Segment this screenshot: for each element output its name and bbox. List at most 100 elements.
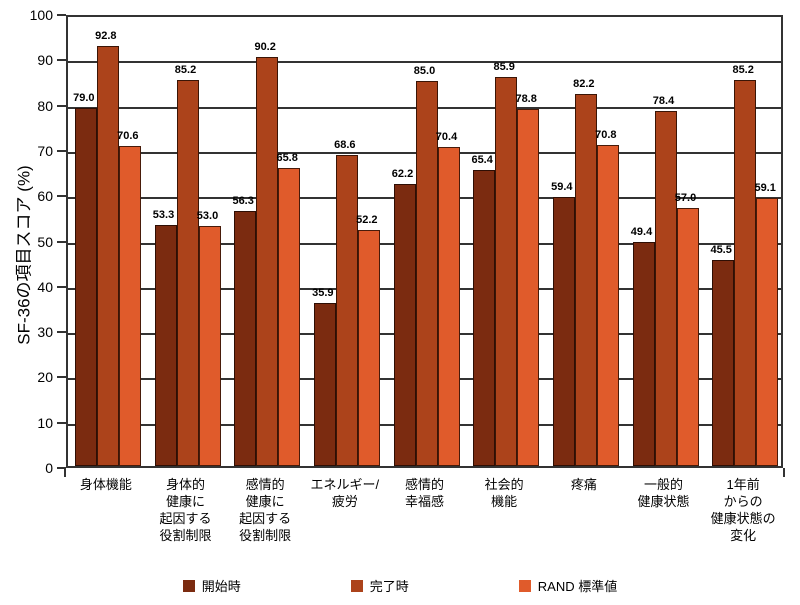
- bar-完了時-感情的: [415, 80, 438, 466]
- bar-value-label: 68.6: [334, 139, 356, 152]
- bar-value-label: 79.0: [73, 92, 95, 105]
- bar-value-label: 92.8: [95, 29, 117, 42]
- bar-RAND 標準値-一般的: [676, 207, 699, 466]
- bar-value-label: 59.4: [551, 180, 573, 193]
- bar-value-label: 52.2: [356, 213, 378, 226]
- x-axis-end-tick-right: [783, 468, 785, 477]
- x-axis-end-tick-left: [64, 468, 66, 477]
- y-tick-label-40: 40: [37, 278, 53, 295]
- bar-value-label: 49.4: [630, 226, 653, 239]
- bar-value-label: 62.2: [391, 168, 414, 181]
- y-tick-30: [57, 331, 66, 334]
- legend-item-1: 完了時: [350, 576, 409, 595]
- y-tick-label-50: 50: [37, 233, 53, 250]
- x-category-label-6: 疼痛: [570, 477, 597, 492]
- bar-開始時-感情的: [234, 210, 257, 466]
- x-category-label-1: 身体的 健康に 起因する 役割制限: [159, 477, 212, 544]
- bar-完了時-感情的: [256, 57, 279, 466]
- y-tick-40: [57, 285, 66, 288]
- y-tick-label-10: 10: [37, 414, 53, 431]
- bar-value-label: 53.3: [152, 208, 175, 221]
- bar-開始時-身体機能: [74, 108, 97, 466]
- y-tick-label-80: 80: [37, 97, 53, 114]
- x-category-label-2: 感情的 健康に 起因する 役割制限: [239, 477, 292, 544]
- bar-開始時-疼痛: [552, 196, 575, 466]
- bar-開始時-身体的: [154, 224, 177, 466]
- bar-完了時-社会的: [495, 76, 518, 466]
- bar-value-label: 70.4: [435, 131, 458, 144]
- bar-開始時-エネルギー/: [313, 303, 336, 466]
- legend-label: 完了時: [369, 579, 409, 594]
- bar-value-label: 45.5: [710, 243, 732, 256]
- y-tick-100: [57, 14, 66, 16]
- x-category-label-8: 1年前 からの 健康状態の 変化: [710, 477, 776, 544]
- x-category-label-0: 身体機能: [79, 477, 132, 492]
- y-tick-label-70: 70: [37, 142, 53, 159]
- x-category-label-5: 社会的 機能: [484, 477, 524, 510]
- legend-swatch-icon: [518, 579, 531, 592]
- y-tick-label-0: 0: [45, 460, 53, 476]
- bar-完了時-身体的: [176, 80, 199, 466]
- bar-value-label: 78.8: [515, 93, 537, 106]
- legend-swatch-icon: [182, 579, 195, 592]
- gridline-90: [68, 61, 781, 64]
- bar-value-label: 53.0: [196, 209, 219, 222]
- bar-value-label: 85.9: [493, 60, 515, 73]
- y-tick-label-20: 20: [37, 369, 53, 386]
- legend-label: 開始時: [201, 579, 241, 594]
- bar-完了時-疼痛: [574, 93, 597, 466]
- bar-value-label: 56.3: [232, 194, 254, 207]
- bar-開始時-感情的: [393, 184, 416, 466]
- y-tick-80: [57, 104, 66, 107]
- x-category-label-3: エネルギー/ 疲労: [310, 477, 380, 510]
- bar-開始時-1年前: [712, 259, 735, 466]
- bar-開始時-一般的: [632, 242, 655, 466]
- bar-value-label: 70.8: [595, 129, 617, 142]
- y-tick-50: [57, 240, 66, 243]
- y-tick-label-30: 30: [37, 324, 53, 341]
- bar-value-label: 85.2: [174, 64, 197, 77]
- bar-RAND 標準値-身体機能: [118, 146, 141, 466]
- y-tick-label-60: 60: [37, 188, 53, 205]
- bar-value-label: 35.9: [312, 287, 334, 300]
- bar-完了時-エネルギー/: [335, 155, 358, 466]
- x-category-label-7: 一般的 健康状態: [637, 477, 690, 510]
- legend-item-0: 開始時: [182, 576, 241, 595]
- bar-完了時-一般的: [654, 110, 677, 466]
- bar-開始時-社会的: [473, 169, 496, 466]
- y-tick-10: [57, 421, 66, 424]
- bar-完了時-1年前: [734, 80, 757, 466]
- y-tick-label-100: 100: [29, 7, 53, 23]
- bar-value-label: 85.2: [732, 64, 754, 77]
- x-category-label-4: 感情的 幸福感: [404, 477, 444, 510]
- plot-area: 79.0 92.8 70.6 53.3 85.2 53.0 56.3 90.2 65.8 35.9…: [66, 15, 783, 468]
- y-tick-60: [57, 195, 66, 198]
- y-tick-0: [57, 467, 66, 469]
- bar-RAND 標準値-1年前: [756, 198, 779, 466]
- legend-label: RAND 標準値: [537, 579, 618, 594]
- bar-value-label: 85.0: [413, 64, 436, 77]
- y-tick-label-90: 90: [37, 52, 53, 69]
- bar-value-label: 70.6: [117, 130, 139, 143]
- bar-value-label: 57.0: [674, 191, 697, 204]
- bar-RAND 標準値-感情的: [278, 167, 301, 466]
- bar-RAND 標準値-疼痛: [596, 145, 619, 466]
- y-tick-70: [57, 149, 66, 152]
- bar-RAND 標準値-エネルギー/: [357, 229, 380, 466]
- bar-value-label: 78.4: [652, 94, 675, 107]
- bar-RAND 標準値-感情的: [437, 147, 460, 466]
- y-tick-90: [57, 59, 66, 62]
- bar-value-label: 90.2: [254, 41, 276, 54]
- legend-item-2: RAND 標準値: [518, 576, 618, 595]
- bar-value-label: 59.1: [754, 182, 776, 195]
- bar-value-label: 65.8: [276, 151, 298, 164]
- bar-value-label: 65.4: [471, 153, 493, 166]
- bar-RAND 標準値-身体的: [198, 225, 221, 466]
- bar-完了時-身体機能: [96, 45, 119, 466]
- legend-swatch-icon: [350, 579, 363, 592]
- y-tick-20: [57, 376, 66, 379]
- legend: 開始時 完了時 RAND 標準値: [0, 576, 800, 595]
- bar-value-label: 82.2: [573, 77, 595, 90]
- bar-RAND 標準値-社会的: [517, 109, 540, 466]
